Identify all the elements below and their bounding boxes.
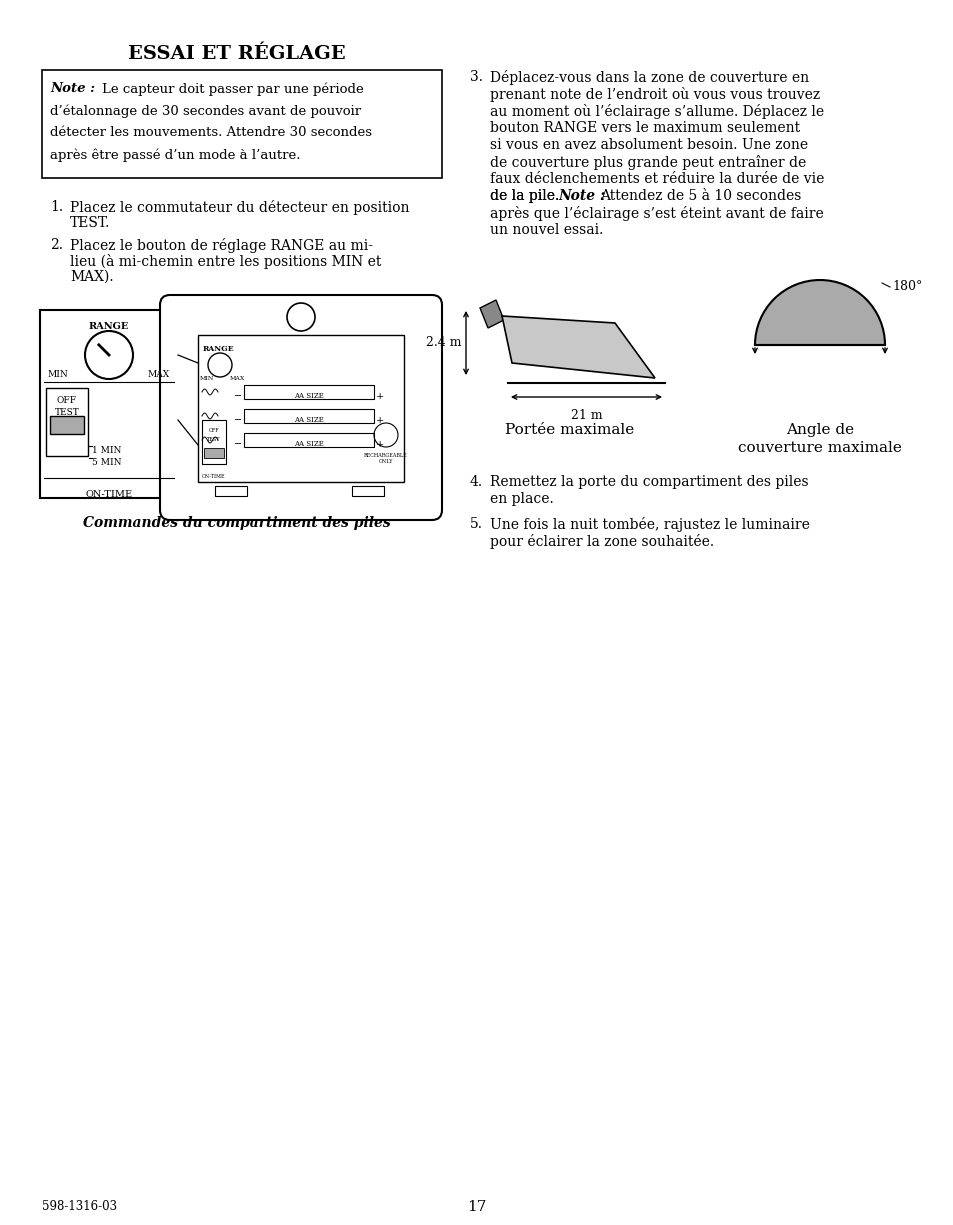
Text: 21 m: 21 m	[570, 409, 601, 421]
Text: OFF: OFF	[209, 428, 219, 432]
Text: 2.: 2.	[50, 238, 63, 252]
FancyBboxPatch shape	[244, 385, 374, 399]
Text: lieu (à mi-chemin entre les positions MIN et: lieu (à mi-chemin entre les positions MI…	[70, 254, 381, 270]
FancyBboxPatch shape	[202, 420, 226, 464]
FancyBboxPatch shape	[50, 417, 84, 434]
Text: de la pile.: de la pile.	[490, 189, 558, 203]
Text: 5.: 5.	[470, 517, 482, 530]
Text: MAX).: MAX).	[70, 270, 113, 284]
Text: Attendez de 5 à 10 secondes: Attendez de 5 à 10 secondes	[599, 189, 801, 203]
Text: 1.: 1.	[50, 200, 63, 214]
Polygon shape	[479, 300, 503, 328]
Text: OFF: OFF	[57, 396, 77, 405]
Text: MIN: MIN	[200, 376, 214, 381]
Text: AA SIZE: AA SIZE	[294, 392, 323, 401]
Text: de la pile.: de la pile.	[490, 189, 563, 203]
Text: Portée maximale: Portée maximale	[505, 423, 634, 437]
Text: 3.: 3.	[470, 70, 482, 85]
Wedge shape	[754, 281, 884, 345]
Text: ON-TIME: ON-TIME	[86, 490, 132, 499]
Text: un nouvel essai.: un nouvel essai.	[490, 223, 602, 236]
Text: RECHARGEABLE: RECHARGEABLE	[364, 453, 408, 458]
FancyBboxPatch shape	[244, 432, 374, 447]
FancyBboxPatch shape	[46, 388, 88, 456]
Text: 180°: 180°	[891, 281, 922, 294]
Text: Placez le bouton de réglage RANGE au mi-: Placez le bouton de réglage RANGE au mi-	[70, 238, 373, 254]
FancyBboxPatch shape	[198, 334, 403, 481]
Text: détecter les mouvements. Attendre 30 secondes: détecter les mouvements. Attendre 30 sec…	[50, 126, 372, 138]
Text: ON-TIME: ON-TIME	[202, 474, 226, 479]
Text: MIN: MIN	[48, 370, 69, 379]
Text: Une fois la nuit tombée, rajustez le luminaire: Une fois la nuit tombée, rajustez le lum…	[490, 517, 809, 532]
Text: +: +	[375, 440, 384, 450]
Text: après que l’éclairage s’est éteint avant de faire: après que l’éclairage s’est éteint avant…	[490, 206, 822, 220]
Text: Note :: Note :	[50, 82, 95, 96]
FancyBboxPatch shape	[204, 448, 224, 458]
Text: AA SIZE: AA SIZE	[294, 417, 323, 424]
Text: Commandes du compartiment des piles: Commandes du compartiment des piles	[83, 516, 391, 530]
Text: Déplacez-vous dans la zone de couverture en: Déplacez-vous dans la zone de couverture…	[490, 70, 808, 85]
Text: Placez le commutateur du détecteur en position: Placez le commutateur du détecteur en po…	[70, 200, 409, 216]
Text: après être passé d’un mode à l’autre.: après être passé d’un mode à l’autre.	[50, 148, 300, 162]
Text: TEST: TEST	[207, 437, 220, 442]
Text: −: −	[233, 417, 242, 425]
Text: 598-1316-03: 598-1316-03	[42, 1200, 117, 1213]
Text: AA SIZE: AA SIZE	[294, 440, 323, 448]
Text: Note :: Note :	[558, 189, 604, 203]
Text: au moment où l’éclairage s’allume. Déplacez le: au moment où l’éclairage s’allume. Dépla…	[490, 104, 823, 119]
Text: −: −	[233, 392, 242, 401]
Text: Remettez la porte du compartiment des piles: Remettez la porte du compartiment des pi…	[490, 475, 808, 489]
Text: MAX: MAX	[230, 376, 245, 381]
Text: de couverture plus grande peut entraîner de: de couverture plus grande peut entraîner…	[490, 156, 805, 170]
Text: Angle de: Angle de	[785, 423, 853, 437]
Text: d’étalonnage de 30 secondes avant de pouvoir: d’étalonnage de 30 secondes avant de pou…	[50, 104, 361, 118]
FancyBboxPatch shape	[352, 486, 384, 496]
Text: pour éclairer la zone souhaitée.: pour éclairer la zone souhaitée.	[490, 534, 714, 549]
Text: 1 MIN: 1 MIN	[91, 446, 121, 454]
Text: ESSAI ET RÉGLAGE: ESSAI ET RÉGLAGE	[128, 45, 345, 62]
FancyBboxPatch shape	[244, 409, 374, 423]
Text: +: +	[375, 392, 384, 401]
FancyBboxPatch shape	[42, 70, 441, 178]
FancyBboxPatch shape	[160, 295, 441, 519]
Text: si vous en avez absolument besoin. Une zone: si vous en avez absolument besoin. Une z…	[490, 138, 807, 152]
Text: RANGE: RANGE	[203, 345, 234, 353]
Text: 5 MIN: 5 MIN	[91, 458, 121, 467]
Text: prenant note de l’endroit où vous vous trouvez: prenant note de l’endroit où vous vous t…	[490, 87, 820, 102]
Text: RANGE: RANGE	[89, 322, 129, 331]
Text: 4.: 4.	[470, 475, 482, 489]
Text: MAX: MAX	[148, 370, 170, 379]
Text: Le capteur doit passer par une période: Le capteur doit passer par une période	[102, 82, 363, 96]
Text: couverture maximale: couverture maximale	[738, 441, 901, 454]
Text: −: −	[233, 440, 242, 450]
Text: en place.: en place.	[490, 492, 553, 506]
Polygon shape	[501, 316, 655, 379]
Text: 17: 17	[467, 1200, 486, 1214]
Text: TEST.: TEST.	[70, 216, 111, 230]
FancyBboxPatch shape	[40, 310, 178, 499]
Text: TEST: TEST	[54, 408, 79, 416]
Text: 2.4 m: 2.4 m	[426, 337, 461, 349]
FancyBboxPatch shape	[214, 486, 247, 496]
Text: ONLY: ONLY	[378, 459, 393, 464]
Text: bouton RANGE vers le maximum seulement: bouton RANGE vers le maximum seulement	[490, 121, 800, 135]
Text: faux déclenchements et réduire la durée de vie: faux déclenchements et réduire la durée …	[490, 172, 823, 186]
Text: +: +	[375, 417, 384, 425]
